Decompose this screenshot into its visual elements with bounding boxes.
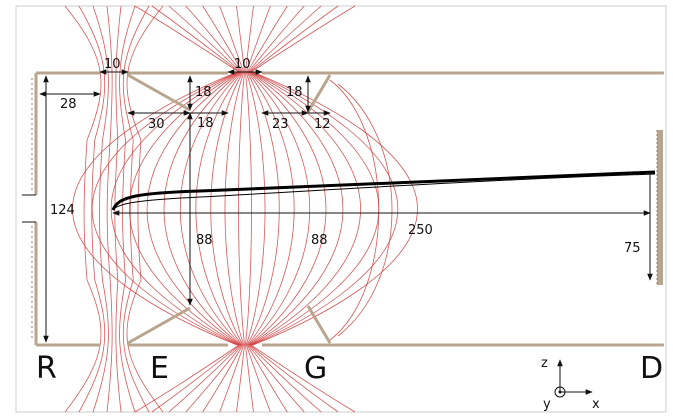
dim-88-gate: 88 <box>311 233 328 248</box>
field-line-gate-bottom <box>219 344 244 413</box>
dim-12: 12 <box>314 117 331 132</box>
field-line-gate-top <box>202 5 244 73</box>
field-line-gate <box>248 71 311 346</box>
coordinate-axes: z y x <box>541 356 600 412</box>
ion-trajectory-lower <box>112 173 656 211</box>
field-line-gate <box>195 71 243 346</box>
axis-label-x: x <box>592 397 600 412</box>
field-line-gate-top <box>134 5 240 73</box>
field-line-gate-bottom <box>168 344 242 413</box>
field-line-gate-bottom <box>151 344 241 413</box>
field-line-gate-bottom <box>247 344 305 413</box>
electrodes <box>34 71 664 347</box>
dim-124: 124 <box>50 203 75 218</box>
ion-trajectory <box>111 170 656 211</box>
field-line-gate <box>72 71 238 346</box>
field-line-gate-top <box>246 5 271 73</box>
field-line-gate <box>238 71 246 346</box>
field-line-gate-top <box>236 5 245 73</box>
dim-88-extractor: 88 <box>196 233 213 248</box>
dimension-lines <box>39 69 653 343</box>
field-line-gate-top <box>219 5 244 73</box>
dim-18-gate-vertical: 18 <box>286 85 303 100</box>
field-line-outer-arc <box>329 79 380 341</box>
field-line-gate-top <box>250 5 356 73</box>
dim-10-left: 10 <box>104 57 121 72</box>
field-line-gate-top <box>245 5 254 73</box>
field-line-gate-top <box>247 5 305 73</box>
field-line-gate-top <box>248 5 322 73</box>
dim-10-gate: 10 <box>234 57 251 72</box>
axis-label-y: y <box>543 397 551 412</box>
field-line-gate <box>129 71 240 346</box>
field-line-gate <box>252 71 418 346</box>
field-line-gate-top <box>249 5 339 73</box>
field-line-gate-bottom <box>134 344 240 413</box>
dim-23: 23 <box>272 117 289 132</box>
field-line-gate <box>245 71 266 346</box>
field-line-gate <box>179 71 242 346</box>
gate-chamfer-top <box>306 74 332 113</box>
dim-30: 30 <box>148 117 165 132</box>
field-line-gate <box>250 71 361 346</box>
field-line-gate-top <box>168 5 242 73</box>
dim-75: 75 <box>624 241 641 256</box>
field-line-gate-bottom <box>185 344 243 413</box>
field-line-gate <box>244 71 252 346</box>
field-line-gate-top <box>185 5 243 73</box>
field-line-gate <box>249 71 344 346</box>
dim-18-horizontal: 18 <box>197 116 214 131</box>
field-line-gate <box>163 71 242 346</box>
field-line-gate-bottom <box>246 344 271 413</box>
label-repeller: R <box>36 351 57 386</box>
label-detector: D <box>640 351 663 386</box>
field-line-gate-bottom <box>246 344 288 413</box>
field-line-gate <box>247 71 295 346</box>
detector-plate <box>656 130 663 285</box>
field-line-gate <box>146 71 241 346</box>
dim-28: 28 <box>60 97 77 112</box>
field-line-gate-bottom <box>250 344 356 413</box>
field-line-gate <box>110 71 239 346</box>
field-line-gate-top <box>151 5 241 73</box>
field-line-gate-bottom <box>236 344 245 413</box>
extractor-chamfer-top <box>127 73 191 112</box>
field-line-gate-bottom <box>249 344 339 413</box>
extractor-chamfer-bottom <box>127 306 191 345</box>
field-line-gate-bottom <box>245 344 254 413</box>
dim-18-extractor-vertical: 18 <box>195 85 212 100</box>
field-line-gate <box>246 71 280 346</box>
field-line-outer-arc <box>337 83 393 337</box>
label-extractor: E <box>150 351 169 386</box>
label-gate: G <box>304 351 327 386</box>
axis-label-z: z <box>541 356 548 371</box>
field-line-gate <box>224 71 245 346</box>
y-axis-symbol <box>554 386 566 398</box>
field-line-gate-bottom <box>202 344 244 413</box>
field-line-gate-top <box>246 5 288 73</box>
gate-chamfer-bottom <box>306 305 332 344</box>
field-line-gate <box>210 71 244 346</box>
dim-250: 250 <box>408 223 433 238</box>
field-line-gate <box>248 71 327 346</box>
field-line-gate-bottom <box>248 344 322 413</box>
